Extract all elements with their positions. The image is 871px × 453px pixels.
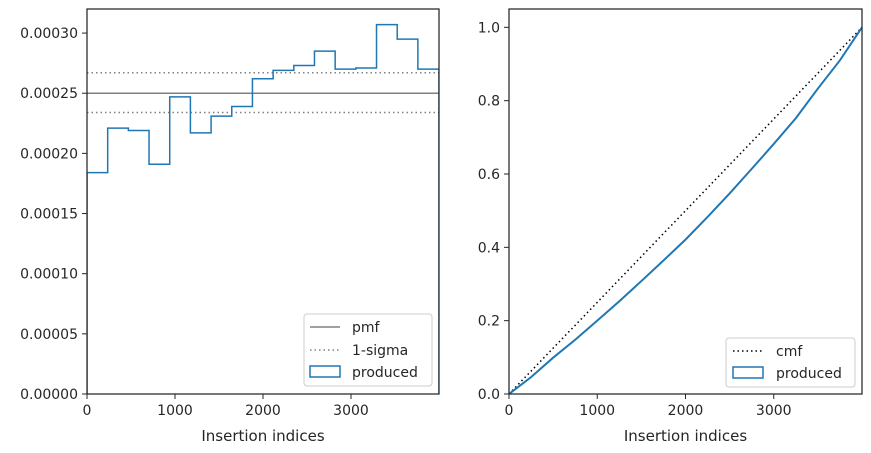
- legend-produced-swatch: [309, 365, 341, 378]
- legend-box: [725, 337, 856, 388]
- y-tick-label: 0.00000: [20, 387, 78, 403]
- left-histogram-chart: 0 1000 2000 3000 0.00000 0.00005 0.00010 0.0001…: [20, 8, 440, 445]
- produced-curve: [509, 26, 862, 394]
- legend: cmf produced: [725, 337, 856, 388]
- right-cumulative-chart: 0 1000 2000 3000 0.0 0.2 0.4 0.6 0.8 1.0 Insertion…: [478, 8, 863, 445]
- y-tick-label: 0.00025: [20, 86, 78, 102]
- y-tick-label: 0.6: [478, 167, 500, 183]
- legend-sigma-label: 1-sigma: [352, 343, 408, 359]
- plot-area: [87, 23, 439, 394]
- y-tick-label: 0.4: [478, 240, 500, 256]
- y-tick-label: 1.0: [478, 20, 500, 36]
- y-tick-label: 0.00010: [20, 267, 78, 283]
- y-tick-label: 0.00020: [20, 146, 78, 162]
- x-tick-label: 1000: [579, 403, 615, 419]
- x-tick-label: 1000: [157, 403, 193, 419]
- legend: pmf 1-sigma produced: [303, 313, 433, 387]
- cmf-line: [509, 26, 862, 394]
- x-axis-label: Insertion indices: [201, 427, 324, 445]
- x-tick-label: 2000: [668, 403, 704, 419]
- plot-area: [509, 26, 862, 394]
- x-tick-label: 0: [83, 403, 92, 419]
- y-tick-label: 0.00005: [20, 327, 78, 343]
- legend-cmf-label: cmf: [776, 344, 803, 360]
- produced-step-histogram: [87, 23, 439, 394]
- axes-frame: [508, 8, 863, 395]
- y-tick-label: 0.2: [478, 314, 500, 330]
- legend-pmf-label: pmf: [352, 320, 381, 336]
- y-tick-label: 0.0: [478, 387, 500, 403]
- legend-box: [303, 313, 433, 387]
- legend-produced-swatch: [732, 366, 764, 379]
- legend-produced-label: produced: [776, 366, 842, 382]
- legend-produced-label: produced: [352, 365, 418, 381]
- y-tick-label: 0.8: [478, 94, 500, 110]
- x-axis-label: Insertion indices: [624, 427, 747, 445]
- x-tick-label: 2000: [245, 403, 281, 419]
- x-tick-label: 3000: [756, 403, 792, 419]
- x-tick-label: 0: [505, 403, 514, 419]
- y-tick-label: 0.00030: [20, 26, 78, 42]
- y-tick-label: 0.00015: [20, 207, 78, 223]
- x-tick-label: 3000: [333, 403, 369, 419]
